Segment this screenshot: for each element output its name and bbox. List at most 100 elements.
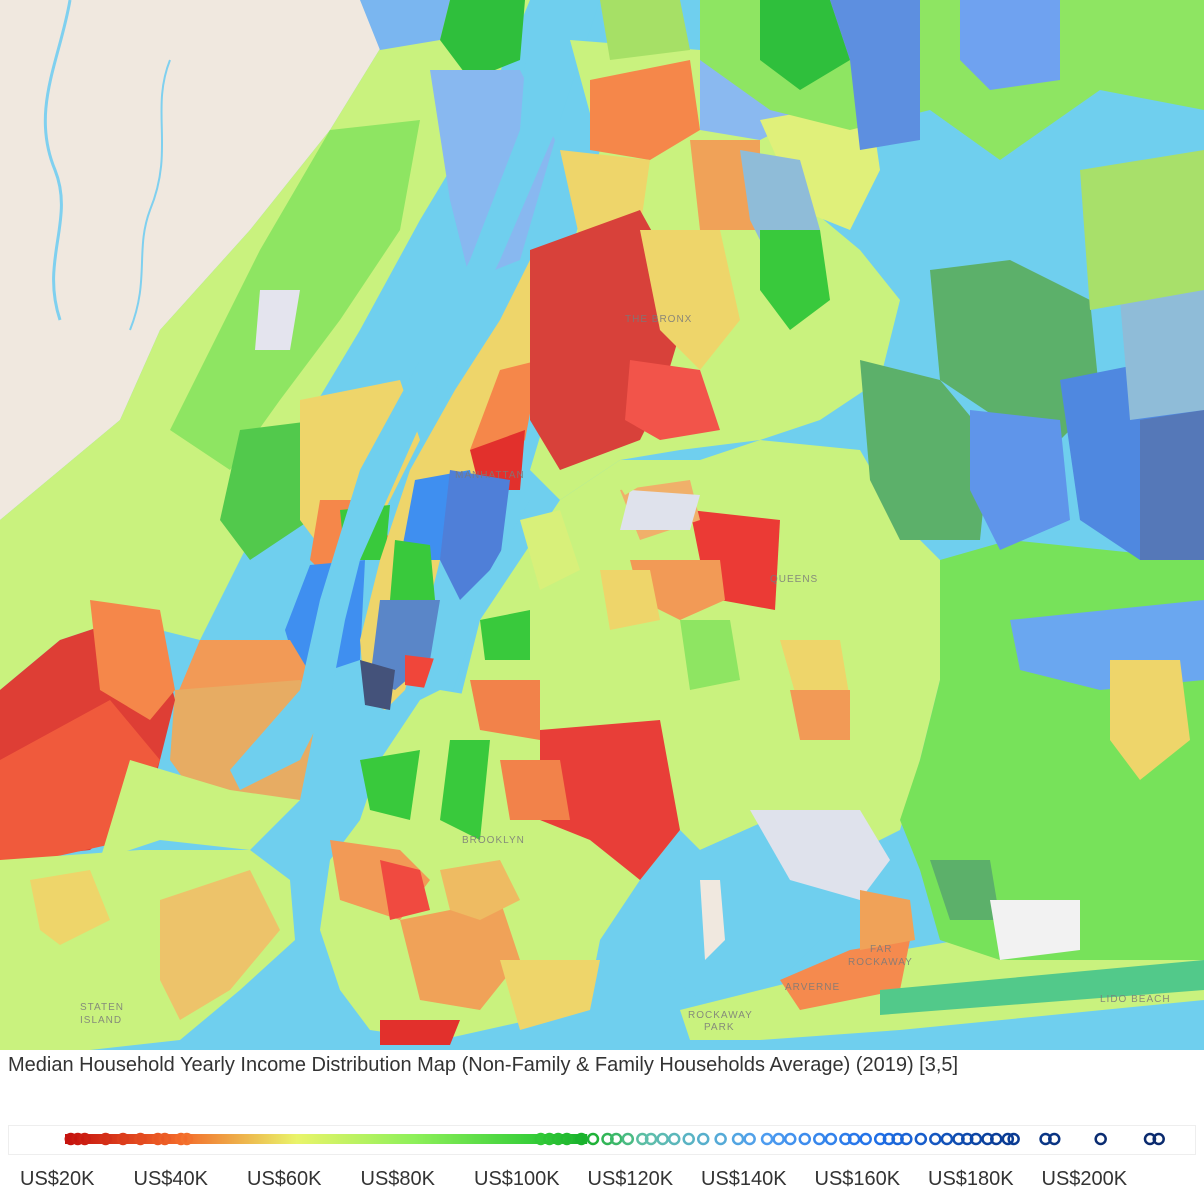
legend-tick-label: US$140K bbox=[701, 1168, 787, 1190]
coney-island-red bbox=[380, 1020, 460, 1045]
oyster-bay-blue bbox=[1140, 410, 1204, 560]
legend-sample-marker bbox=[960, 1132, 974, 1146]
legend-tick-label: US$100K bbox=[474, 1168, 560, 1190]
nj-blue-district bbox=[360, 0, 450, 50]
legend-sample-marker bbox=[609, 1132, 623, 1146]
legend-sample-marker bbox=[174, 1132, 188, 1146]
legend-sample-marker bbox=[534, 1132, 548, 1146]
legend-sample-marker bbox=[1048, 1132, 1061, 1146]
legend-sample-marker bbox=[1039, 1132, 1052, 1146]
legend-sample-marker bbox=[847, 1132, 861, 1146]
legend-sample-marker bbox=[575, 1132, 588, 1146]
legend-sample-marker bbox=[859, 1132, 872, 1146]
li-north-green bbox=[1080, 150, 1204, 310]
label-far-rockaway-2: ROCKAWAY bbox=[848, 957, 913, 968]
income-legend: US$20K US$40K US$60K US$80K US$100K US$120K US… bbox=[0, 1100, 1204, 1204]
legend-tick-label: US$40K bbox=[133, 1168, 209, 1190]
income-map[interactable]: THE BRONX MANHATTAN QUEENS BROOKLYN FAR … bbox=[0, 0, 1204, 1050]
legend-sample-marker bbox=[644, 1132, 658, 1146]
legend-sample-marker bbox=[682, 1132, 695, 1146]
legend-sample-marker bbox=[914, 1132, 928, 1146]
legend-sample-marker bbox=[71, 1132, 85, 1146]
legend-sample-marker bbox=[882, 1132, 896, 1146]
lido-beach-strip bbox=[880, 960, 1204, 1015]
legend-tick-label: US$80K bbox=[360, 1168, 436, 1190]
manhasset-blue bbox=[970, 410, 1070, 550]
legend-sample-marker bbox=[78, 1132, 91, 1146]
legend-sample-marker bbox=[813, 1132, 826, 1146]
bronx-east-yellow bbox=[640, 230, 740, 370]
legend-sample-marker bbox=[116, 1132, 130, 1146]
legend-sample-marker bbox=[560, 1132, 574, 1146]
legend-tick-label: US$20K bbox=[20, 1168, 95, 1190]
label-arverne: ARVERNE bbox=[785, 982, 840, 993]
central-park-green bbox=[390, 540, 435, 600]
bay-island bbox=[700, 880, 725, 960]
map-title: Median Household Yearly Income Distribut… bbox=[8, 1054, 959, 1076]
bronx-north-orange bbox=[590, 60, 700, 160]
legend-sample-marker bbox=[743, 1132, 756, 1146]
legend-sample-marker bbox=[586, 1132, 600, 1146]
jfk-airport bbox=[750, 810, 890, 900]
sheepshead-yellow bbox=[500, 960, 600, 1030]
legend-sample-marker bbox=[900, 1132, 913, 1146]
legend-sample-marker bbox=[99, 1132, 112, 1146]
legend-tick-label: US$180K bbox=[928, 1168, 1014, 1190]
pelham-yellow bbox=[760, 100, 880, 230]
label-brooklyn: BROOKLYN bbox=[462, 835, 525, 846]
queens-green-mid bbox=[680, 620, 740, 690]
legend-sample-marker bbox=[940, 1132, 954, 1146]
queens-yellow bbox=[600, 570, 660, 630]
nassau-dark-green bbox=[930, 860, 1000, 920]
legend-sample-marker bbox=[656, 1132, 669, 1146]
label-queens: QUEENS bbox=[770, 574, 818, 585]
legend-sample-marker bbox=[667, 1132, 681, 1146]
nassau-yellow bbox=[1110, 660, 1190, 780]
bushwick-orange bbox=[470, 680, 540, 740]
hackensack-river bbox=[43, 0, 72, 321]
legend-sample-marker bbox=[621, 1132, 635, 1146]
great-neck-green bbox=[860, 360, 990, 540]
legend-sample-marker bbox=[1143, 1132, 1157, 1146]
legend-tick-label: US$200K bbox=[1041, 1168, 1128, 1190]
legend-sample-marker bbox=[151, 1132, 165, 1146]
label-staten-island-1: STATEN bbox=[80, 1002, 124, 1013]
bensonhurst-tan bbox=[400, 900, 520, 1010]
label-rockaway-park-1: ROCKAWAY bbox=[688, 1010, 753, 1021]
legend-sample-marker bbox=[989, 1132, 1003, 1146]
legend-sample-marker bbox=[839, 1132, 852, 1146]
legend-sample-marker bbox=[873, 1132, 887, 1146]
kings-point-green bbox=[930, 260, 1100, 440]
nj-north-green bbox=[440, 0, 525, 80]
bronx-park-green bbox=[760, 230, 830, 330]
legend-sample-marker bbox=[772, 1132, 785, 1146]
far-rockaway-tan bbox=[860, 890, 915, 950]
legend-sample-marker bbox=[824, 1132, 838, 1146]
sands-point-blue bbox=[1120, 290, 1204, 420]
legend-sample-marker bbox=[551, 1132, 565, 1146]
legend-sample-marker bbox=[601, 1132, 614, 1146]
legend-sample-marker bbox=[891, 1132, 904, 1146]
queens-orange-south bbox=[790, 690, 850, 740]
rikers-island bbox=[610, 460, 650, 495]
legend-sample-marker bbox=[784, 1132, 797, 1146]
legend-sample-marker bbox=[180, 1132, 194, 1146]
westchester-dark-green bbox=[760, 0, 850, 90]
legend-sample-marker bbox=[798, 1132, 812, 1146]
yonkers-green bbox=[600, 0, 690, 60]
bronx-south-red bbox=[625, 360, 720, 440]
staten-tan-district bbox=[160, 870, 280, 1020]
newark-orange bbox=[90, 600, 175, 720]
legend-tick-label: US$160K bbox=[814, 1168, 901, 1190]
nj-dark-green-district bbox=[220, 420, 320, 560]
midtown-blue bbox=[370, 600, 440, 690]
map-canvas: THE BRONX MANHATTAN QUEENS BROOKLYN FAR … bbox=[0, 0, 1204, 1050]
legend-sample-marker bbox=[1094, 1132, 1107, 1146]
label-rockaway-park-2: PARK bbox=[704, 1022, 735, 1033]
legend-markers bbox=[64, 1132, 1165, 1146]
nj-land-region bbox=[0, 0, 410, 520]
legend-sample-marker bbox=[731, 1132, 745, 1146]
long-island-city bbox=[520, 510, 580, 590]
legend-sample-marker bbox=[64, 1132, 78, 1146]
nj-creek bbox=[129, 59, 171, 331]
